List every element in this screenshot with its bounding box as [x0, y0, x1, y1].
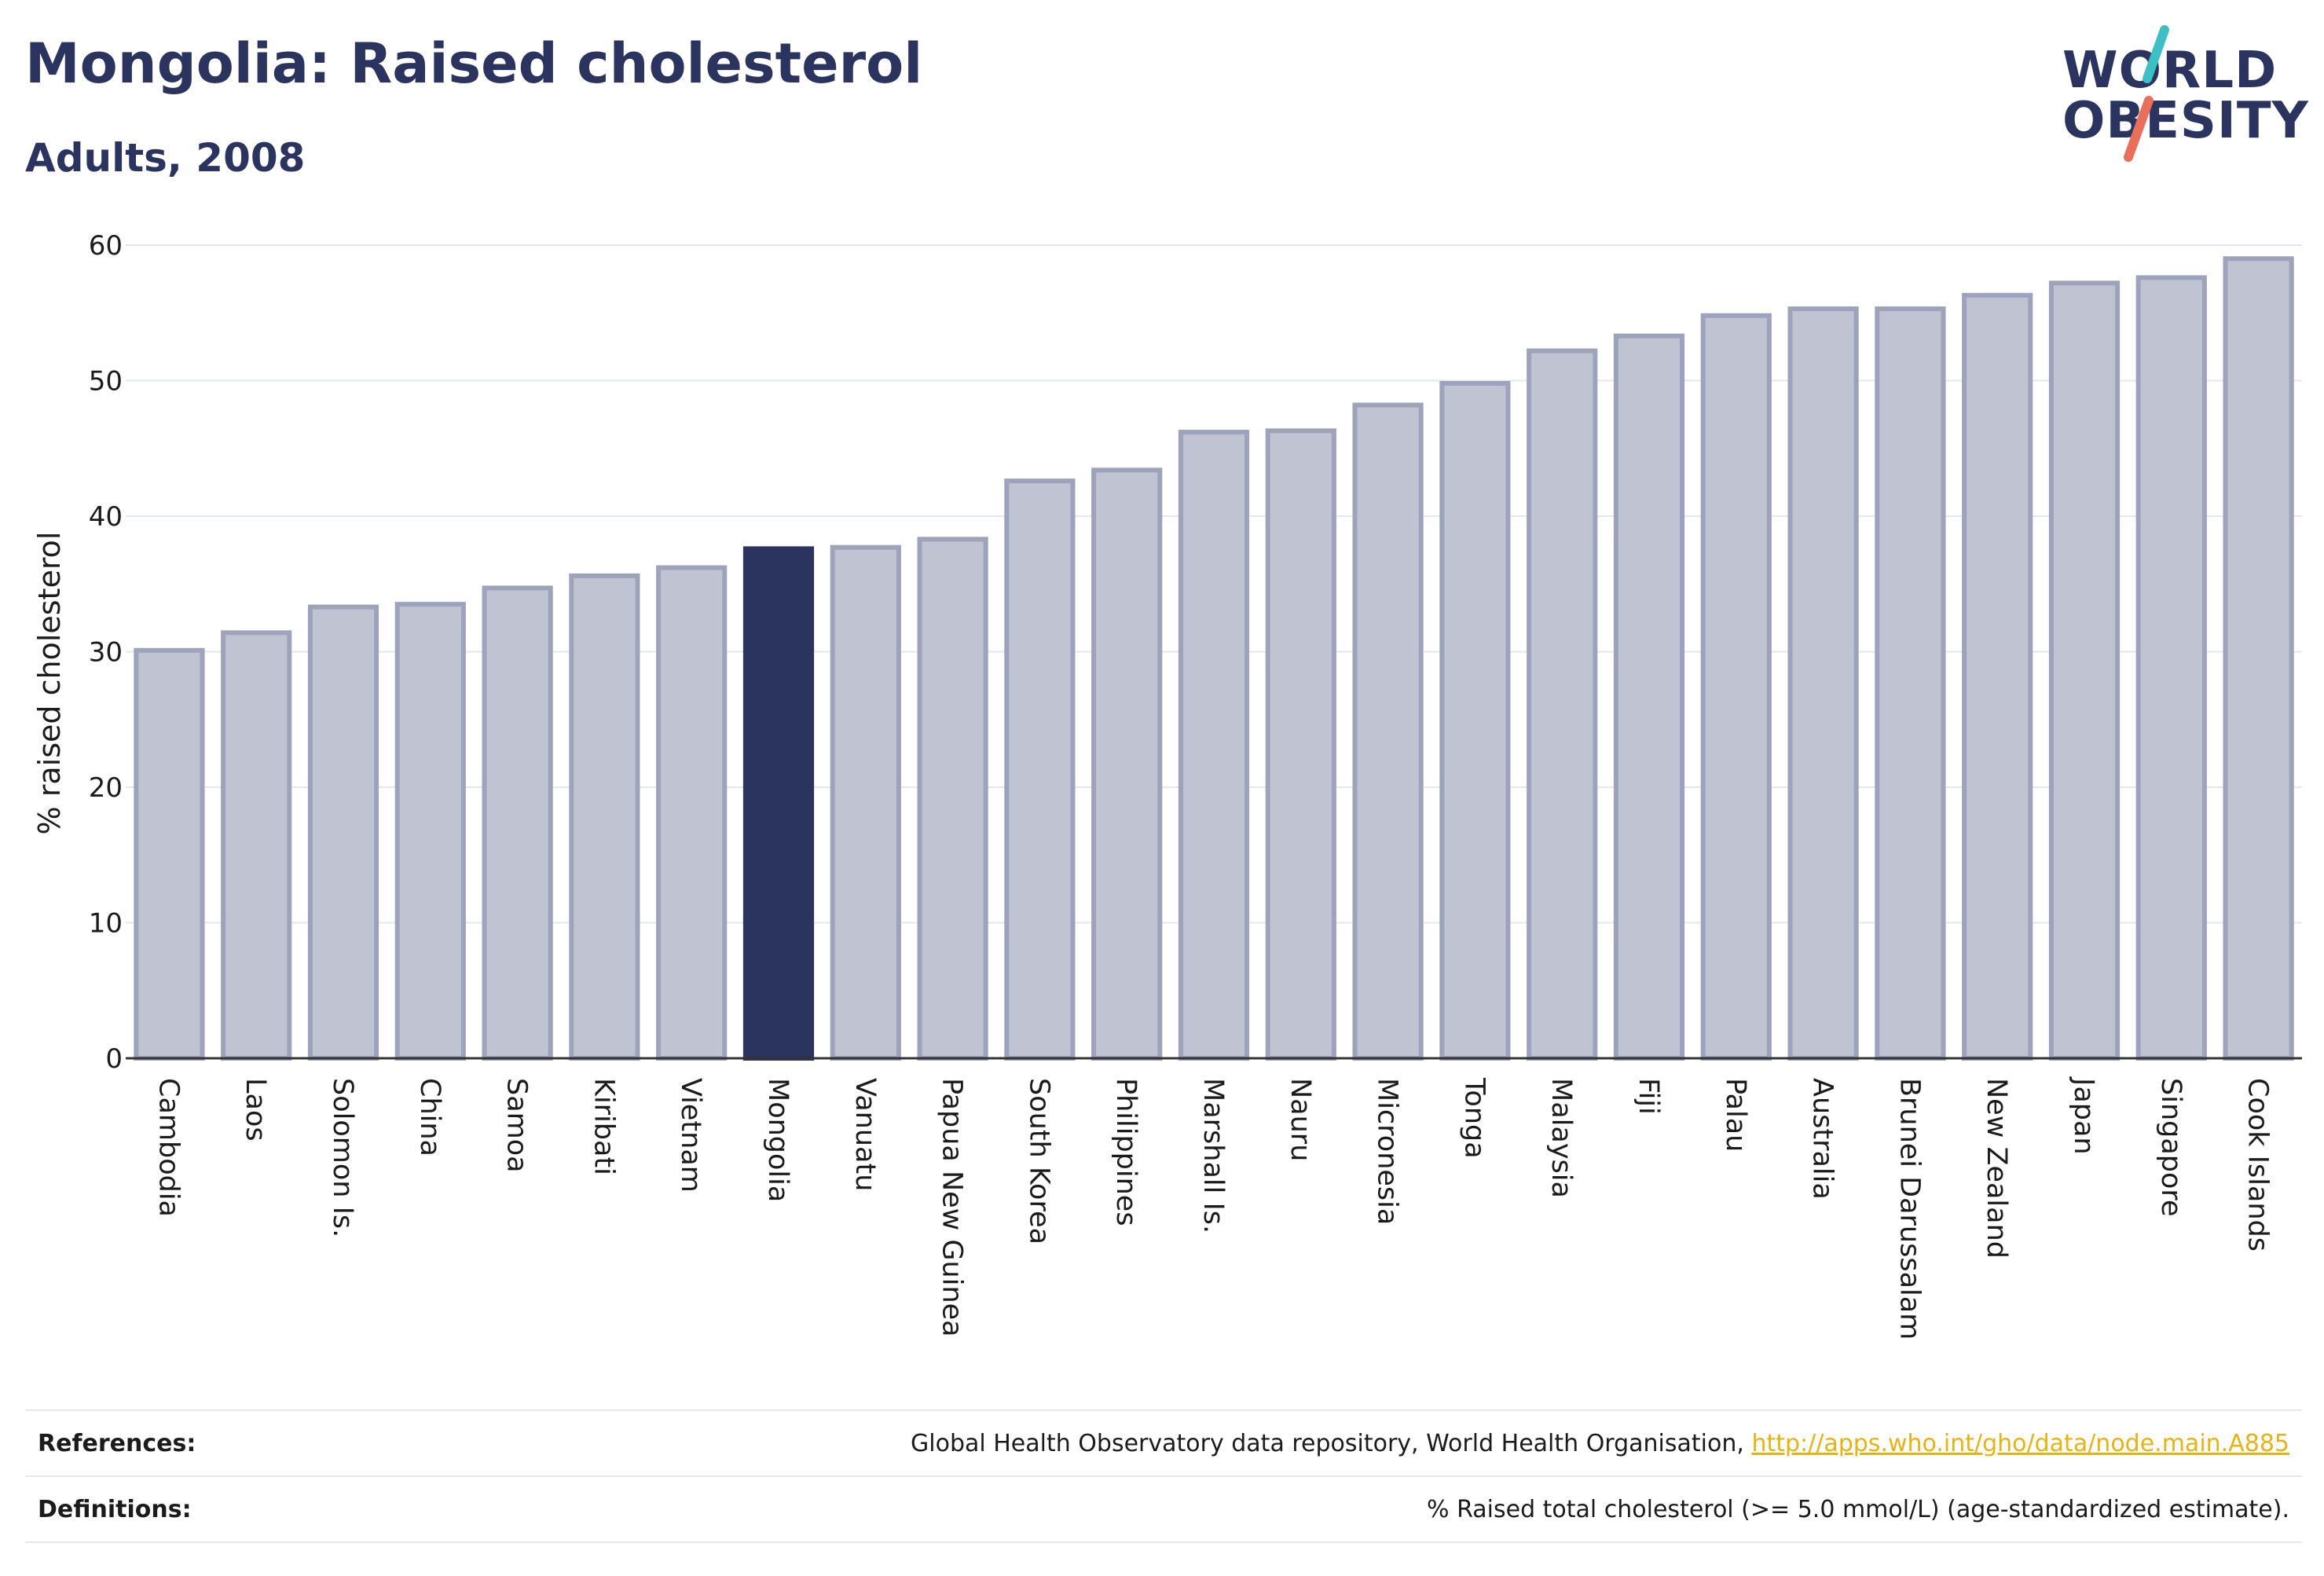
- y-tick-label: 40: [89, 501, 123, 533]
- definitions-value: % Raised total cholesterol (>= 5.0 mmol/…: [1427, 1495, 2289, 1523]
- bar: [1613, 333, 1685, 1061]
- x-tick-label: New Zealand: [1981, 1078, 2012, 1259]
- bar: [1875, 306, 1946, 1061]
- x-tick-label: Kiribati: [588, 1078, 619, 1175]
- references-row: References: Global Health Observatory da…: [25, 1411, 2302, 1475]
- footer-divider-top: [25, 1409, 2302, 1411]
- y-tick-label: 10: [89, 908, 123, 940]
- bar-chart: 0 10 20 30 40 50 60 Cambodia Laos Solomon Is. Chi…: [32, 230, 2302, 1340]
- bar: [569, 573, 640, 1061]
- world-obesity-logo[interactable]: WORLD OBESITY: [2047, 24, 2314, 165]
- bar: [307, 604, 379, 1061]
- references-text: Global Health Observatory data repositor…: [911, 1429, 1752, 1457]
- bar: [2223, 256, 2294, 1061]
- x-tick-label: Cook Islands: [2242, 1078, 2274, 1252]
- x-tick-label: Mongolia: [762, 1078, 794, 1202]
- references-link[interactable]: http://apps.who.int/gho/data/node.main.A…: [1751, 1429, 2289, 1457]
- logo-line-obesity: OBESITY: [2062, 92, 2309, 150]
- bars: [134, 256, 2294, 1061]
- bar: [482, 585, 553, 1061]
- bar: [1091, 467, 1163, 1061]
- x-tick-label: Tonga: [1458, 1077, 1490, 1159]
- x-tick-label: Philippines: [1110, 1078, 1142, 1226]
- bar: [1962, 292, 2033, 1061]
- bar-highlight: [742, 546, 815, 1061]
- bar: [1178, 430, 1250, 1061]
- x-tick-label: Vanuatu: [849, 1078, 881, 1191]
- bar: [2135, 275, 2207, 1061]
- x-tick-label: Malaysia: [1545, 1078, 1577, 1198]
- y-tick-label: 0: [105, 1043, 123, 1075]
- x-axis-labels: Cambodia Laos Solomon Is. China Samoa Kiribat…: [152, 1076, 2273, 1340]
- bar: [1700, 313, 1772, 1061]
- bar: [1265, 428, 1336, 1061]
- x-tick-label: Cambodia: [152, 1078, 184, 1217]
- chart-title: Mongolia: Raised cholesterol: [25, 31, 923, 96]
- x-tick-label: South Korea: [1023, 1078, 1054, 1244]
- bar: [917, 537, 988, 1061]
- y-axis-ticks: 0 10 20 30 40 50 60: [89, 230, 123, 1075]
- definitions-row: Definitions: % Raised total cholesterol …: [25, 1477, 2302, 1541]
- bar: [2048, 280, 2121, 1061]
- x-tick-label: Solomon Is.: [327, 1078, 358, 1237]
- chart-subtitle: Adults, 2008: [25, 135, 306, 181]
- bar: [1527, 348, 1598, 1061]
- x-tick-label: Fiji: [1633, 1078, 1664, 1115]
- x-tick-label: Palau: [1720, 1078, 1751, 1152]
- bar: [134, 647, 205, 1061]
- bar: [1352, 402, 1424, 1061]
- references-value: Global Health Observatory data repositor…: [911, 1430, 2302, 1457]
- x-tick-label: Vietnam: [675, 1078, 706, 1193]
- logo-line-world: WORLD: [2062, 42, 2278, 100]
- definitions-label: Definitions:: [38, 1495, 192, 1523]
- x-tick-label: Singapore: [2155, 1078, 2187, 1217]
- x-tick-label: Nauru: [1285, 1078, 1316, 1161]
- x-tick-label: Laos: [240, 1078, 271, 1142]
- bar: [1439, 380, 1511, 1061]
- bar: [1004, 478, 1076, 1061]
- bar: [221, 630, 292, 1061]
- x-tick-label: Brunei Darussalam: [1893, 1078, 1925, 1340]
- x-tick-label: Micronesia: [1372, 1078, 1403, 1225]
- x-tick-label: Japan: [2068, 1076, 2099, 1155]
- x-tick-label: China: [414, 1078, 445, 1156]
- y-tick-label: 20: [89, 772, 123, 804]
- x-tick-label: Australia: [1807, 1078, 1838, 1200]
- references-label: References:: [38, 1429, 196, 1457]
- y-tick-label: 60: [89, 230, 123, 262]
- x-tick-label: Marshall Is.: [1197, 1078, 1229, 1233]
- footer-divider-bottom: [25, 1541, 2302, 1543]
- bar: [394, 602, 466, 1061]
- x-tick-label: Samoa: [501, 1078, 533, 1173]
- y-tick-label: 50: [89, 366, 123, 398]
- bar: [1787, 306, 1859, 1061]
- bar: [656, 565, 728, 1061]
- bar: [830, 544, 901, 1061]
- y-axis-title: % raised cholesterol: [32, 532, 67, 835]
- logo-slash-icon: [2124, 25, 2169, 162]
- footer-divider-middle: [25, 1475, 2302, 1477]
- y-tick-label: 30: [89, 637, 123, 669]
- x-tick-label: Papua New Guinea: [937, 1078, 968, 1337]
